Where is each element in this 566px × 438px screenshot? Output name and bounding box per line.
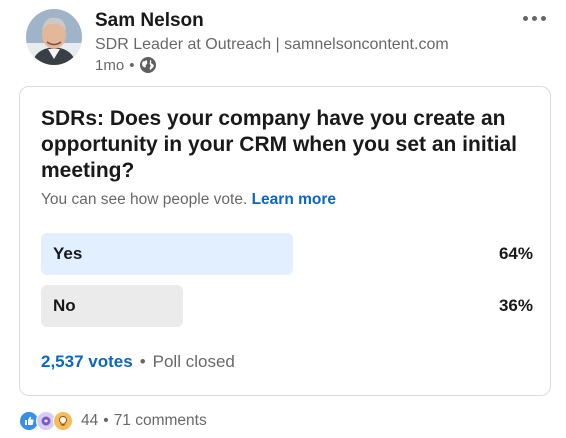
post-timestamp: 1mo — [95, 56, 125, 74]
comments-count-link[interactable]: 71 comments — [113, 412, 207, 429]
poll-option-no[interactable]: No 36% — [41, 285, 533, 327]
author-avatar[interactable] — [26, 9, 82, 65]
celebrate-icon — [36, 411, 56, 431]
visibility-text: You can see how people vote. — [41, 191, 248, 208]
poll-visibility-note: You can see how people vote. Learn more — [41, 191, 336, 209]
poll-question: SDRs: Does your company have you create … — [41, 107, 518, 182]
poll-option-percent: 36% — [498, 296, 533, 315]
author-headline: SDR Leader at Outreach | samnelsonconten… — [95, 36, 449, 53]
social-counts: 44 • 71 comments — [19, 410, 207, 432]
vote-count-link[interactable]: 2,537 votes — [41, 352, 133, 371]
poll-option-yes[interactable]: Yes 64% — [41, 233, 533, 275]
poll-card: SDRs: Does your company have you create … — [19, 86, 551, 396]
poll-option-percent: 64% — [498, 244, 533, 263]
insightful-icon — [53, 411, 73, 431]
poll-option-label: No — [53, 296, 76, 315]
social-separator: • — [103, 412, 109, 429]
poll-status: Poll closed — [152, 352, 235, 371]
poll-option-label: Yes — [53, 244, 83, 263]
ellipsis-icon — [531, 15, 537, 21]
ellipsis-icon — [522, 15, 528, 21]
learn-more-link[interactable]: Learn more — [251, 191, 336, 208]
more-options-button[interactable] — [518, 10, 550, 26]
post-meta: 1mo • — [95, 56, 157, 74]
globe-icon — [139, 56, 157, 74]
poll-footer: 2,537 votes • Poll closed — [41, 352, 235, 372]
poll-option-no-bar — [41, 285, 183, 327]
meta-separator: • — [129, 56, 135, 74]
footer-separator: • — [139, 352, 146, 371]
ellipsis-icon — [540, 15, 546, 21]
author-name[interactable]: Sam Nelson — [95, 10, 204, 31]
poll-option-yes-bar — [41, 233, 293, 275]
reactions-count[interactable]: 44 — [81, 412, 99, 429]
reactions-button[interactable] — [19, 411, 73, 431]
